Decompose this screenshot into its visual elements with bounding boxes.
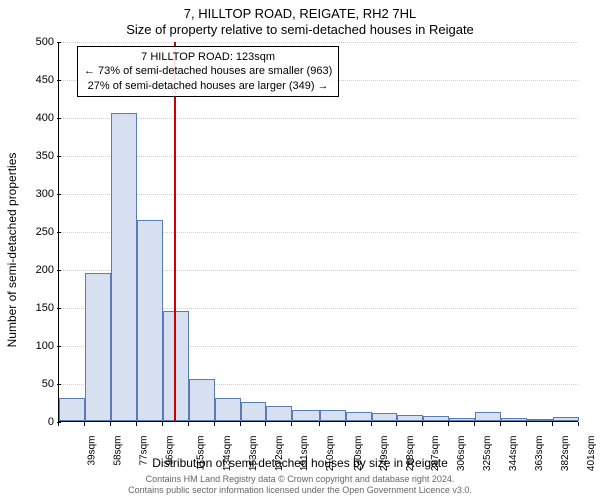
histogram-bar: [111, 113, 137, 421]
x-tick-mark: [110, 422, 111, 426]
histogram-bar: [553, 417, 579, 421]
x-tick-mark: [214, 422, 215, 426]
histogram-bar: [372, 413, 398, 421]
y-tick-label: 400: [36, 112, 54, 124]
gridline: [59, 194, 578, 195]
histogram-bar: [215, 398, 241, 421]
x-tick-mark: [162, 422, 163, 426]
histogram-bar: [163, 311, 189, 421]
x-tick-mark: [84, 422, 85, 426]
y-tick-label: 450: [36, 74, 54, 86]
x-tick-mark: [188, 422, 189, 426]
y-tick-mark: [57, 270, 61, 271]
y-tick-mark: [57, 156, 61, 157]
histogram-bar: [475, 412, 501, 421]
x-tick-mark: [265, 422, 266, 426]
y-tick-label: 500: [36, 36, 54, 48]
y-tick-mark: [57, 384, 61, 385]
y-tick-label: 300: [36, 188, 54, 200]
y-tick-label: 100: [36, 340, 54, 352]
histogram-bar: [320, 410, 346, 421]
histogram-bar: [397, 415, 423, 421]
plot-area: 7 HILLTOP ROAD: 123sqm ← 73% of semi-det…: [58, 42, 578, 422]
chart-container: 7, HILLTOP ROAD, REIGATE, RH2 7HL Size o…: [0, 0, 600, 500]
x-tick-mark: [500, 422, 501, 426]
annotation-line2: ← 73% of semi-detached houses are smalle…: [84, 64, 332, 78]
y-tick-label: 200: [36, 264, 54, 276]
y-tick-mark: [57, 232, 61, 233]
annotation-line3: 27% of semi-detached houses are larger (…: [84, 79, 332, 93]
x-axis-label: Distribution of semi-detached houses by …: [0, 456, 600, 470]
x-tick-mark: [58, 422, 59, 426]
gridline: [59, 156, 578, 157]
gridline: [59, 42, 578, 43]
property-marker-line: [174, 42, 176, 421]
histogram-bar: [59, 398, 85, 421]
x-tick-mark: [578, 422, 579, 426]
histogram-bar: [189, 379, 215, 421]
y-tick-mark: [57, 80, 61, 81]
histogram-bar: [85, 273, 111, 421]
x-tick-mark: [371, 422, 372, 426]
attribution-line2: Contains public sector information licen…: [0, 485, 600, 496]
x-tick-mark: [422, 422, 423, 426]
histogram-bar: [137, 220, 163, 421]
x-tick-mark: [526, 422, 527, 426]
annotation-box: 7 HILLTOP ROAD: 123sqm ← 73% of semi-det…: [77, 46, 339, 97]
histogram-bar: [241, 402, 267, 421]
y-tick-label: 350: [36, 150, 54, 162]
x-tick-mark: [291, 422, 292, 426]
y-tick-label: 150: [36, 302, 54, 314]
attribution-line1: Contains HM Land Registry data © Crown c…: [0, 474, 600, 485]
histogram-bar: [266, 406, 292, 421]
y-tick-label: 250: [36, 226, 54, 238]
histogram-bar: [423, 416, 449, 421]
y-tick-mark: [57, 346, 61, 347]
chart-title-sub: Size of property relative to semi-detach…: [0, 22, 600, 37]
histogram-bar: [501, 418, 527, 421]
x-tick-mark: [448, 422, 449, 426]
histogram-bar: [346, 412, 372, 421]
y-axis-label: Number of semi-detached properties: [5, 153, 19, 348]
attribution-text: Contains HM Land Registry data © Crown c…: [0, 474, 600, 496]
histogram-bar: [292, 410, 319, 421]
y-tick-mark: [57, 42, 61, 43]
annotation-line1: 7 HILLTOP ROAD: 123sqm: [84, 50, 332, 64]
x-tick-mark: [396, 422, 397, 426]
y-tick-mark: [57, 118, 61, 119]
histogram-bar: [449, 418, 475, 421]
y-tick-mark: [57, 308, 61, 309]
x-tick-mark: [136, 422, 137, 426]
x-tick-mark: [319, 422, 320, 426]
chart-title-main: 7, HILLTOP ROAD, REIGATE, RH2 7HL: [0, 6, 600, 21]
x-tick-mark: [474, 422, 475, 426]
y-tick-mark: [57, 194, 61, 195]
gridline: [59, 118, 578, 119]
y-tick-label: 0: [48, 416, 54, 428]
histogram-bar: [527, 419, 553, 421]
x-tick-mark: [552, 422, 553, 426]
x-tick-mark: [345, 422, 346, 426]
x-tick-mark: [240, 422, 241, 426]
y-tick-label: 50: [42, 378, 54, 390]
